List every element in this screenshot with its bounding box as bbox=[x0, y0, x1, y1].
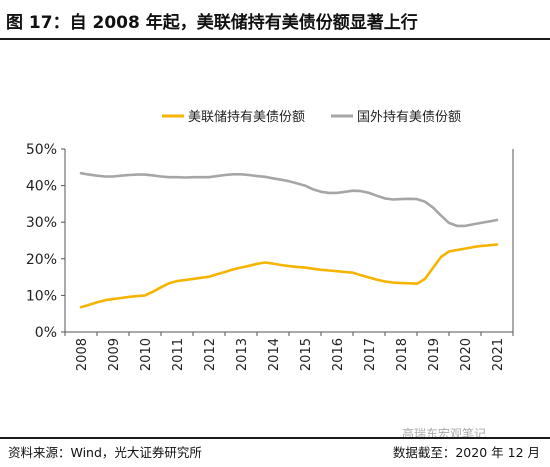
fed-holdings-line bbox=[79, 243, 499, 309]
y-tick-label: 10% bbox=[26, 288, 57, 304]
y-tick-label: 50% bbox=[26, 142, 57, 158]
x-tick-label: 2020 bbox=[459, 338, 474, 371]
y-tick-label: 0% bbox=[35, 325, 57, 341]
x-tick-label: 2014 bbox=[267, 338, 282, 371]
x-tick-label: 2021 bbox=[491, 338, 506, 371]
footer-divider bbox=[0, 437, 550, 439]
y-tick-label: 40% bbox=[26, 179, 57, 195]
legend-label: 国外持有美债份额 bbox=[357, 110, 461, 125]
y-axis: 0% 10% 20% 30% 40% 50% bbox=[26, 142, 514, 341]
legend: 美联储持有美债份额 国外持有美债份额 bbox=[162, 110, 461, 125]
y-tick-label: 20% bbox=[26, 252, 57, 268]
x-tick-label: 2013 bbox=[235, 338, 250, 371]
legend-label: 美联储持有美债份额 bbox=[188, 110, 305, 125]
foreign-holdings-line bbox=[79, 171, 499, 228]
source-note: 资料来源：Wind，光大证券研究所 bbox=[8, 445, 202, 460]
x-tick-label: 2019 bbox=[427, 338, 442, 371]
data-as-of-note: 数据截至：2020 年 12 月 bbox=[392, 445, 540, 460]
x-tick-label: 2010 bbox=[139, 338, 154, 371]
x-tick-label: 2008 bbox=[75, 338, 90, 371]
x-tick-label: 2012 bbox=[203, 338, 218, 371]
x-tick-label: 2009 bbox=[107, 338, 122, 371]
watermark: 高瑞东宏观笔记 bbox=[402, 427, 487, 441]
x-tick-label: 2018 bbox=[395, 338, 410, 371]
x-tick-label: 2015 bbox=[299, 338, 314, 371]
x-tick-label: 2017 bbox=[363, 338, 378, 371]
x-tick-label: 2016 bbox=[331, 338, 346, 371]
x-axis: 2008 2009 2010 2011 2012 2013 2014 2015 2016 2017… bbox=[64, 331, 514, 371]
x-tick-label: 2011 bbox=[171, 338, 186, 371]
figure-title: 图 17：自 2008 年起，美联储持有美债份额显著上行 bbox=[6, 13, 418, 33]
y-tick-label: 30% bbox=[26, 215, 57, 231]
title-bar: 图 17：自 2008 年起，美联储持有美债份额显著上行 bbox=[0, 0, 550, 40]
plot-area bbox=[79, 171, 499, 309]
